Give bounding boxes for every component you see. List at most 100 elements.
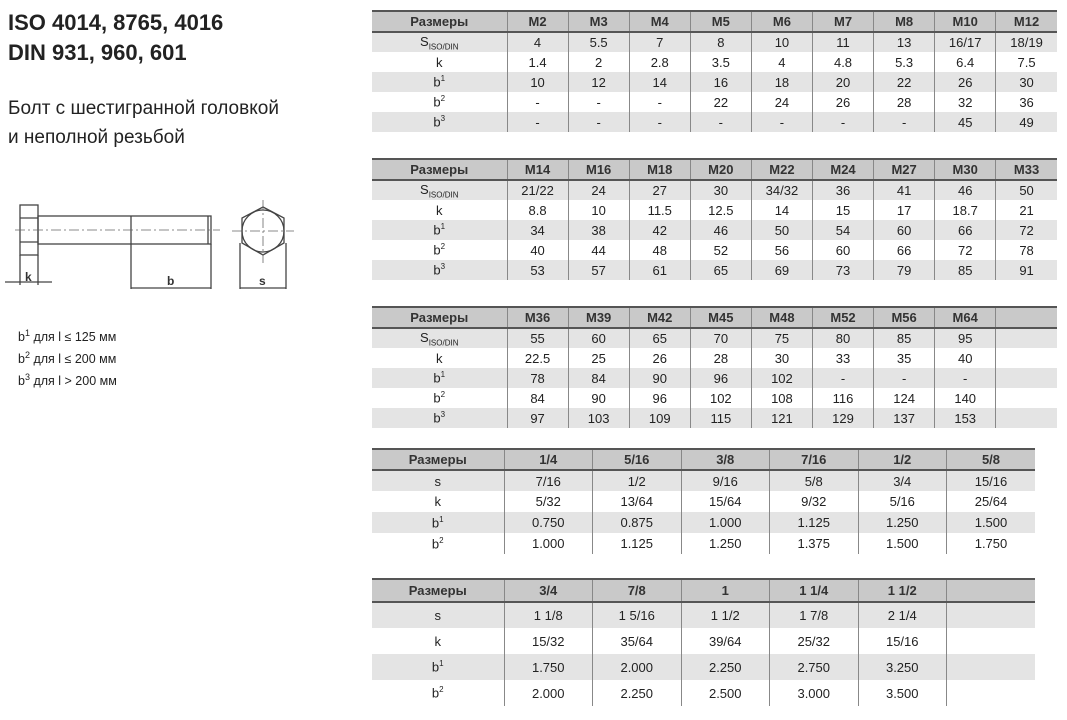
table-row: s 7/16 1/2 9/16 5/8 3/4 15/16 [372,470,1035,491]
table-cell: 32 [934,92,996,112]
table-cell: 26 [811,92,874,112]
note-superscript: 3 [24,372,30,383]
table-cell: 55 [506,328,569,348]
table-cell: 9/32 [769,491,858,512]
table-row: k 22.5 25 26 28 30 33 35 40 [372,348,1057,368]
table-row: b3 53 57 61 65 69 73 79 85 91 [372,260,1057,280]
size-column-header: 5/8 [946,449,1035,471]
row-symbol: b [433,114,441,130]
subtitle: Болт с шестигранной головкой и неполной … [8,94,279,152]
table-cell: 72 [934,240,996,260]
note-text: для l ≤ 125 мм [29,330,117,345]
row-symbol: S [420,33,429,49]
table-cell: 84 [506,388,569,408]
row-label: k [372,200,507,220]
row-symbol: b [431,515,440,531]
row-symbol: k [436,350,443,366]
subtitle-line: Болт с шестигранной головкой [8,98,279,119]
row-superscript: 2 [439,685,444,695]
table-cell: 18.7 [934,200,996,220]
size-column-header: M8 [873,11,935,33]
row-symbol: k [436,54,443,70]
table-header-row: Размеры 3/4 7/8 1 1 1/4 1 1/2 [372,579,1035,603]
table-cell [995,328,1057,348]
table-cell: 140 [934,388,996,408]
row-label: k [372,491,504,512]
size-column-header: M48 [750,307,813,329]
table-cell: - [934,368,996,388]
size-column-header: M7 [811,11,874,33]
size-column-header: 1/4 [503,449,593,471]
table-cell: 11.5 [628,200,691,220]
table-cell: - [628,112,691,132]
table-cell: 3.500 [857,680,947,706]
table-cell: 1.375 [769,533,858,554]
table-cell: 1.500 [946,512,1035,533]
table-cell: - [506,92,569,112]
table-cell: 108 [750,388,813,408]
table-row: s 1 1/8 1 5/16 1 1/2 1 7/8 2 1/4 [372,602,1035,628]
table-cell: 48 [628,240,691,260]
row-superscript: 2 [439,535,444,545]
table-cell: 15/16 [857,628,947,654]
size-table: Размеры M14 M16 M18 M20 M22 M24 M27 M30 M33 SISO/D… [372,158,1057,280]
table-cell: 65 [689,260,752,280]
row-superscript: 3 [440,410,446,420]
table-row: b2 1.000 1.125 1.250 1.375 1.500 1.750 [372,533,1035,554]
size-column-header: 1 1/4 [769,579,858,603]
table-cell: 91 [995,260,1057,280]
row-label: b1 [372,512,504,533]
table-cell: - [506,112,569,132]
table-cell: 49 [995,112,1057,132]
table-cell: 73 [811,260,874,280]
table-cell: - [811,368,874,388]
note-line: b2 для l ≤ 200 мм [18,346,117,368]
table-cell: 4 [750,52,813,72]
table-cell: 34 [506,220,569,240]
table-cell: 2 [567,52,630,72]
table-cell: 30 [995,72,1057,92]
size-column-header: 1 1/2 [857,579,947,603]
table-cell: 5.3 [873,52,935,72]
row-superscript: 1 [440,222,446,232]
table-cell: 4.8 [811,52,874,72]
note-text: для l ≤ 200 мм [29,352,117,367]
table-cell: 1.500 [857,533,947,554]
row-label: k [372,348,507,368]
table-cell: 69 [750,260,813,280]
table-cell: 46 [689,220,752,240]
table-cell: 66 [934,220,996,240]
table-cell: 3.250 [857,654,947,680]
size-column-header: 7/8 [592,579,681,603]
table-row: SISO/DIN 4 5.5 7 8 10 11 13 16/17 18/19 [372,32,1057,52]
size-column-header: M5 [689,11,752,33]
table-cell: 25 [567,348,630,368]
table-cell: 102 [750,368,813,388]
table-cell [946,654,1035,680]
table-cell: 50 [995,180,1057,200]
table-cell: 95 [934,328,996,348]
table-cell: - [567,92,630,112]
table-cell: 1.4 [506,52,569,72]
row-label: b1 [372,654,504,680]
table-cell: 15/32 [503,628,593,654]
row-superscript: 2 [440,390,446,400]
note-symbol: b [18,330,25,345]
size-column-header: M16 [567,159,630,181]
row-superscript: 2 [440,94,446,104]
table-row: b2 2.000 2.250 2.500 3.000 3.500 [372,680,1035,706]
size-column-header: M33 [995,159,1057,181]
table-cell: 1.125 [769,512,858,533]
table-cell: 21 [995,200,1057,220]
table-cell: 65 [628,328,691,348]
table-row: k 5/32 13/64 15/64 9/32 5/16 25/64 [372,491,1035,512]
table-row: b2 84 90 96 102 108 116 124 140 [372,388,1057,408]
s-label: s [259,274,266,288]
table-cell: 28 [873,92,935,112]
table-cell: 84 [567,368,630,388]
table-cell: 15/16 [946,470,1035,491]
row-superscript: 1 [440,370,446,380]
table-header-row: Размеры 1/4 5/16 3/8 7/16 1/2 5/8 [372,449,1035,471]
table-cell: 16 [689,72,752,92]
row-subscript: ISO/DIN [428,190,459,200]
